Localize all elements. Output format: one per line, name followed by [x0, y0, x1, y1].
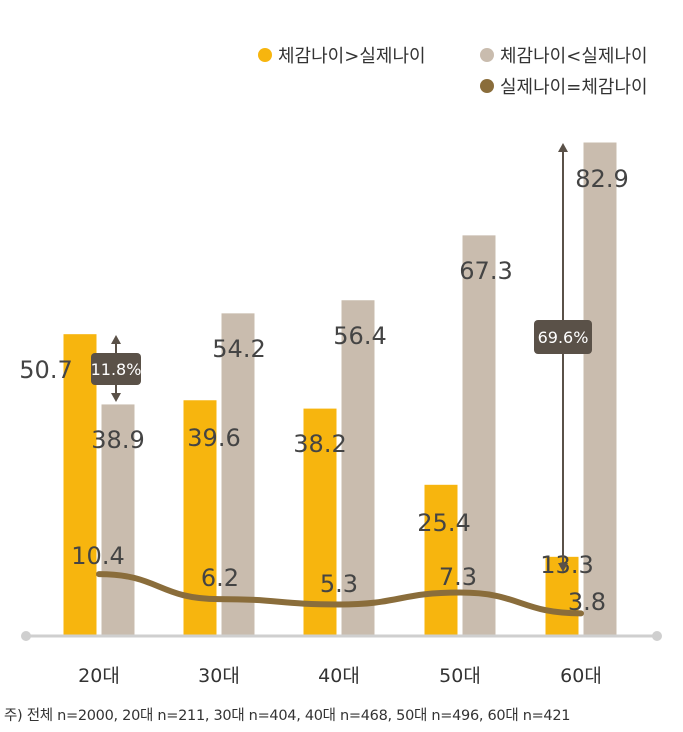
line-value-label: 10.4	[71, 542, 124, 570]
line-value-label: 3.8	[568, 588, 606, 616]
gap-arrow-60s-head-down	[558, 563, 568, 572]
bar2-value-label: 67.3	[459, 257, 512, 285]
legend-label-equal: 실제나이=체감나이	[500, 77, 648, 98]
legend-label-lower: 체감나이<실제나이	[500, 46, 648, 67]
bar-series2	[341, 300, 375, 636]
bar-series1	[63, 334, 97, 636]
bar-series2	[101, 404, 135, 636]
legend-dot-brown	[480, 79, 494, 93]
bar2-value-label: 82.9	[575, 165, 628, 193]
x-axis-end-dot	[652, 631, 662, 641]
footnote: 주) 전체 n=2000, 20대 n=211, 30대 n=404, 40대 …	[4, 708, 571, 724]
bar-series1	[424, 484, 458, 636]
x-tick-label: 20대	[78, 665, 120, 687]
gap-badge-20s-text: 11.8%	[91, 360, 142, 379]
legend-label-higher: 체감나이>실제나이	[278, 46, 426, 67]
x-tick-label: 40대	[318, 665, 360, 687]
line-value-label: 7.3	[439, 563, 477, 591]
legend-item-equal: 실제나이=체감나이	[480, 73, 648, 99]
x-axis-end-dot	[21, 631, 31, 641]
legend-dot-yellow	[258, 48, 272, 62]
x-tick-label: 30대	[198, 665, 240, 687]
bar2-value-label: 54.2	[212, 335, 265, 363]
bar2-value-label: 38.9	[91, 426, 144, 454]
bar-series2	[221, 313, 255, 636]
bar-series2	[583, 142, 617, 636]
x-tick-label: 50대	[439, 665, 481, 687]
bar1-value-label: 50.7	[19, 356, 72, 384]
gap-arrow-20s-head-up	[111, 335, 121, 344]
gap-arrow-60s-head-up	[558, 143, 568, 152]
bar1-value-label: 13.3	[540, 551, 593, 579]
legend-item-higher: 체감나이>실제나이	[258, 42, 426, 68]
gap-badge-60s-text: 69.6%	[538, 328, 589, 347]
gap-badge-20s-box	[91, 353, 141, 385]
bar1-value-label: 38.2	[293, 430, 346, 458]
bar-series1	[303, 408, 337, 636]
gap-arrow-20s-head-down	[111, 393, 121, 402]
legend-dot-gray	[480, 48, 494, 62]
bar-series2	[462, 235, 496, 637]
gap-badge-60s-box	[534, 320, 592, 354]
bar1-value-label: 25.4	[417, 509, 470, 537]
bar2-value-label: 56.4	[333, 322, 386, 350]
line-value-label: 6.2	[201, 564, 239, 592]
line-series3	[96, 571, 584, 617]
bar1-value-label: 39.6	[187, 424, 240, 452]
legend-item-lower: 체감나이<실제나이	[480, 42, 648, 68]
bar-line-chart: 20대 30대 40대 50대 60대 50.7 39.6 38.2 25.4 13.3 38.9 5…	[19, 142, 662, 687]
line-value-label: 5.3	[320, 570, 358, 598]
x-tick-label: 60대	[560, 665, 602, 687]
